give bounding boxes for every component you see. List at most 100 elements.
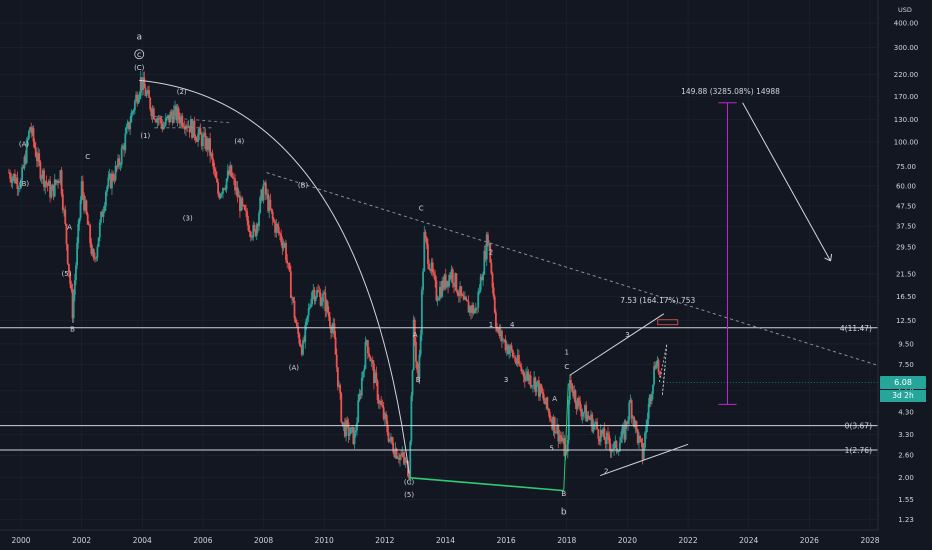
- candle-body: [92, 249, 95, 259]
- candle-body: [287, 263, 290, 264]
- candle-body: [181, 115, 184, 127]
- candle-body: [533, 377, 536, 386]
- candle-body: [490, 262, 493, 274]
- candle-body: [340, 393, 343, 422]
- candle-body: [369, 356, 372, 362]
- candle-body: [453, 282, 455, 287]
- candle-body: [345, 420, 347, 437]
- candle-body: [89, 224, 92, 243]
- candle-body: [535, 381, 538, 392]
- candle-body: [480, 276, 483, 281]
- candle-body: [478, 290, 481, 293]
- candle-body: [28, 130, 30, 139]
- candle-body: [504, 339, 507, 351]
- bar-countdown: 3d 2h: [880, 390, 926, 402]
- candle-body: [254, 229, 257, 236]
- candle-body: [655, 364, 658, 369]
- candle-body: [138, 92, 141, 100]
- wave-label: a: [136, 33, 142, 43]
- candle-body: [653, 366, 655, 385]
- candle-body: [15, 177, 18, 183]
- candle-body: [390, 436, 392, 439]
- y-tick-label: 100.00: [894, 139, 919, 147]
- candle-body: [633, 416, 635, 427]
- wave-label: 4: [510, 321, 515, 329]
- candle-body: [640, 438, 643, 443]
- candle-body: [239, 195, 241, 211]
- candle-body: [597, 429, 600, 439]
- candle-body: [155, 119, 158, 123]
- candle-body: [189, 119, 192, 133]
- candle-body: [115, 165, 118, 168]
- candle-body: [266, 194, 268, 195]
- candle-body: [47, 180, 50, 186]
- wave-label: 2: [604, 467, 608, 475]
- candle-body: [46, 183, 49, 186]
- candle-body: [550, 418, 552, 421]
- candle-body: [558, 435, 561, 442]
- candle-body: [32, 128, 35, 142]
- candle-body: [467, 301, 470, 313]
- candle-body: [556, 424, 558, 432]
- candle-body: [488, 243, 490, 245]
- candle-body: [609, 443, 612, 452]
- candle-body: [328, 316, 331, 327]
- candle-body: [51, 184, 54, 191]
- candle-body: [180, 115, 182, 124]
- candle-body: [248, 230, 251, 233]
- candle-body: [126, 121, 129, 128]
- candle-body: [479, 276, 482, 291]
- candle-body: [268, 199, 271, 212]
- candle-body: [375, 372, 378, 381]
- candle-body: [69, 273, 72, 285]
- candle-body: [519, 364, 521, 367]
- candle-body: [143, 77, 146, 89]
- x-tick-label: 2020: [618, 536, 637, 545]
- wave-label: c: [137, 50, 141, 59]
- candle-body: [474, 307, 477, 311]
- candle-body: [114, 165, 117, 180]
- candle-body: [203, 132, 206, 136]
- candle-body: [496, 326, 498, 332]
- candle-body: [146, 90, 149, 93]
- candle-body: [132, 110, 135, 112]
- candle-body: [260, 189, 263, 198]
- y-tick-label: 300.00: [894, 44, 919, 52]
- y-tick-label: 60.00: [896, 182, 916, 190]
- candle-body: [54, 179, 57, 184]
- candle-body: [548, 412, 551, 419]
- candle-body: [131, 111, 134, 114]
- candle-body: [277, 226, 280, 233]
- candle-body: [57, 180, 60, 184]
- candle-body: [23, 156, 26, 168]
- candle-body: [645, 425, 648, 433]
- candle-body: [436, 300, 439, 301]
- candle-body: [253, 224, 256, 230]
- candle-body: [78, 218, 81, 224]
- candle-body: [113, 179, 116, 181]
- candle-body: [291, 297, 293, 299]
- candle-body: [540, 384, 543, 393]
- candle-body: [11, 177, 14, 184]
- candle-body: [85, 200, 88, 215]
- candle-body: [163, 124, 166, 128]
- candle-body: [476, 307, 478, 309]
- candle-body: [109, 174, 112, 189]
- candle-body: [450, 269, 453, 279]
- candle-body: [410, 395, 413, 442]
- candle-body: [96, 246, 99, 258]
- candle-body: [214, 171, 217, 179]
- y-tick-label: 37.50: [896, 223, 916, 231]
- candle-body: [270, 208, 273, 212]
- candle-body: [502, 340, 505, 341]
- candle-body: [20, 179, 22, 189]
- candle-body: [381, 404, 384, 408]
- candle-body: [608, 435, 611, 444]
- candle-body: [156, 118, 159, 123]
- candle-body: [38, 153, 41, 163]
- candle-body: [105, 191, 107, 206]
- candle-body: [311, 292, 313, 305]
- wave-label: (1): [140, 132, 150, 140]
- candle-body: [236, 186, 239, 198]
